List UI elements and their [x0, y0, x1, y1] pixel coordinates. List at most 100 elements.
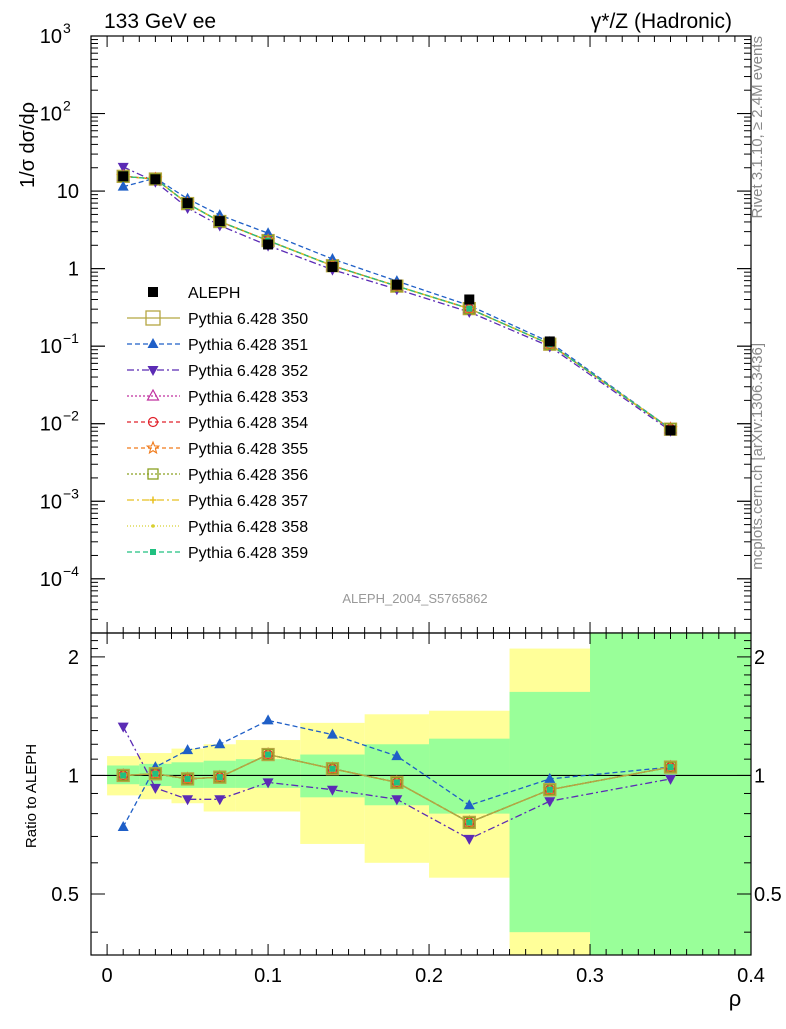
main-frame	[90, 35, 752, 634]
ratio-band-inner	[590, 633, 751, 955]
legend-marker-s351	[147, 338, 159, 348]
y-tick-label: 10	[40, 336, 62, 358]
ratio-point-s356	[262, 748, 274, 761]
legend-label-s350: Pythia 6.428 350	[188, 311, 308, 328]
legend-label-s355: Pythia 6.428 355	[188, 441, 308, 458]
legend-label-s352: Pythia 6.428 352	[188, 363, 308, 380]
ratio-point-s359	[329, 765, 336, 772]
legend: ALEPH Pythia 6.428 350 Pythia 6.428 351 Pyt…	[127, 285, 308, 562]
legend-marker-s352	[147, 366, 159, 376]
ratio-point-s350	[148, 767, 163, 781]
legend-label-s354: Pythia 6.428 354	[188, 415, 308, 432]
ratio-point-s356	[117, 769, 129, 782]
y-tick-label: 10	[40, 569, 62, 591]
legend-marker-s355	[145, 440, 161, 455]
ratio-point-s356	[391, 776, 403, 789]
legend-marker-s353	[146, 388, 160, 401]
ratio-point-s350	[543, 783, 557, 797]
ratio-point-s359	[393, 779, 400, 786]
legend-marker-data	[148, 287, 158, 297]
main-series-line-s359	[123, 175, 671, 430]
ratio-point-s352	[326, 785, 338, 796]
x-tick-label: 0.1	[254, 965, 282, 987]
header-left-title: 133 GeV ee	[104, 10, 216, 33]
ratio-point-s350	[390, 775, 404, 790]
ratio-y-tick-label-left: 0.5	[51, 884, 79, 906]
main-y-axis-label: 1/σ dσ/dρ	[17, 102, 39, 188]
main-point-data	[665, 425, 676, 436]
y-tick-label-exponent: −4	[63, 563, 79, 579]
ratio-point-s351	[326, 728, 338, 739]
main-point-s351	[117, 180, 129, 191]
legend-label-s357: Pythia 6.428 357	[188, 493, 308, 510]
ratio-point-s359	[120, 772, 127, 779]
ratio-point-s359	[546, 786, 553, 793]
ratio-point-s359	[152, 770, 159, 777]
main-point-data	[464, 294, 475, 305]
ratio-point-s352	[117, 722, 129, 733]
ratio-point-s356	[664, 761, 677, 773]
main-point-s352	[117, 162, 129, 173]
ratio-point-s351	[544, 772, 556, 783]
ratio-point-s350	[663, 760, 678, 774]
analysis-label: ALEPH_2004_S5765862	[342, 591, 487, 606]
ratio-y-tick-label-right: 2	[754, 647, 765, 669]
rivet-label: Rivet 3.1.10, ≥ 2.4M events	[749, 36, 766, 219]
main-series-line-s352	[122, 166, 671, 432]
ratio-frame	[90, 632, 752, 956]
main-point-data	[150, 174, 161, 185]
main-point-data	[391, 279, 402, 290]
ratio-band-inner	[509, 691, 591, 933]
y-tick-label: 10	[57, 181, 79, 203]
main-point-data	[327, 261, 338, 272]
legend-marker-s359	[150, 549, 156, 555]
main-point-s359	[466, 305, 473, 312]
ratio-point-s352	[391, 795, 403, 806]
ratio-point-s352	[262, 778, 274, 789]
x-tick-label: 0.2	[415, 965, 443, 987]
legend-marker-s356	[147, 468, 159, 480]
ratio-point-s359	[466, 819, 473, 826]
y-tick-label: 10	[40, 491, 62, 513]
legend-label-s358: Pythia 6.428 358	[188, 519, 308, 536]
ratio-point-s350	[213, 770, 227, 784]
ratio-y-tick-label-left: 2	[68, 647, 79, 669]
x-tick-label: 0.3	[576, 965, 604, 987]
ratio-point-s351	[214, 738, 226, 749]
ratio-point-s359	[667, 764, 674, 771]
ratio-point-s352	[182, 795, 194, 806]
legend-label-s353: Pythia 6.428 353	[188, 389, 308, 406]
y-tick-label: 10	[40, 104, 62, 126]
ratio-y-tick-label-right: 1	[754, 765, 765, 787]
ratio-point-s356	[544, 784, 556, 796]
ratio-point-s359	[216, 774, 223, 781]
x-tick-label: 0	[102, 965, 113, 987]
ratio-point-s351	[182, 744, 194, 755]
legend-label-data: ALEPH	[188, 285, 240, 302]
ratio-y-tick-label-right: 0.5	[754, 884, 782, 906]
ratio-point-s351	[117, 820, 129, 831]
ratio-point-s350	[180, 772, 195, 786]
main-point-data	[544, 336, 555, 347]
legend-marker-s357	[149, 496, 157, 504]
legend-marker-s358	[151, 524, 155, 528]
ratio-y-tick-label-left: 1	[68, 765, 79, 787]
mcplots-label: mcplots.cern.ch [arXiv:1306.3436]	[749, 343, 766, 570]
main-point-s351	[262, 227, 274, 238]
ratio-point-s356	[214, 771, 226, 783]
ratio-point-s350	[261, 747, 275, 762]
ratio-point-s356	[463, 816, 475, 829]
ratio-point-s356	[181, 773, 194, 785]
y-tick-label-exponent: −3	[63, 485, 79, 501]
legend-marker-s350	[145, 310, 161, 326]
ratio-point-s359	[184, 775, 191, 782]
y-tick-label: 10	[40, 26, 62, 48]
y-tick-label-exponent: −1	[63, 330, 79, 346]
ratio-point-s352	[544, 797, 556, 808]
main-point-data	[182, 198, 193, 209]
ratio-point-s350	[462, 815, 476, 830]
ratio-point-s356	[149, 768, 162, 780]
ratio-point-s359	[265, 751, 272, 758]
